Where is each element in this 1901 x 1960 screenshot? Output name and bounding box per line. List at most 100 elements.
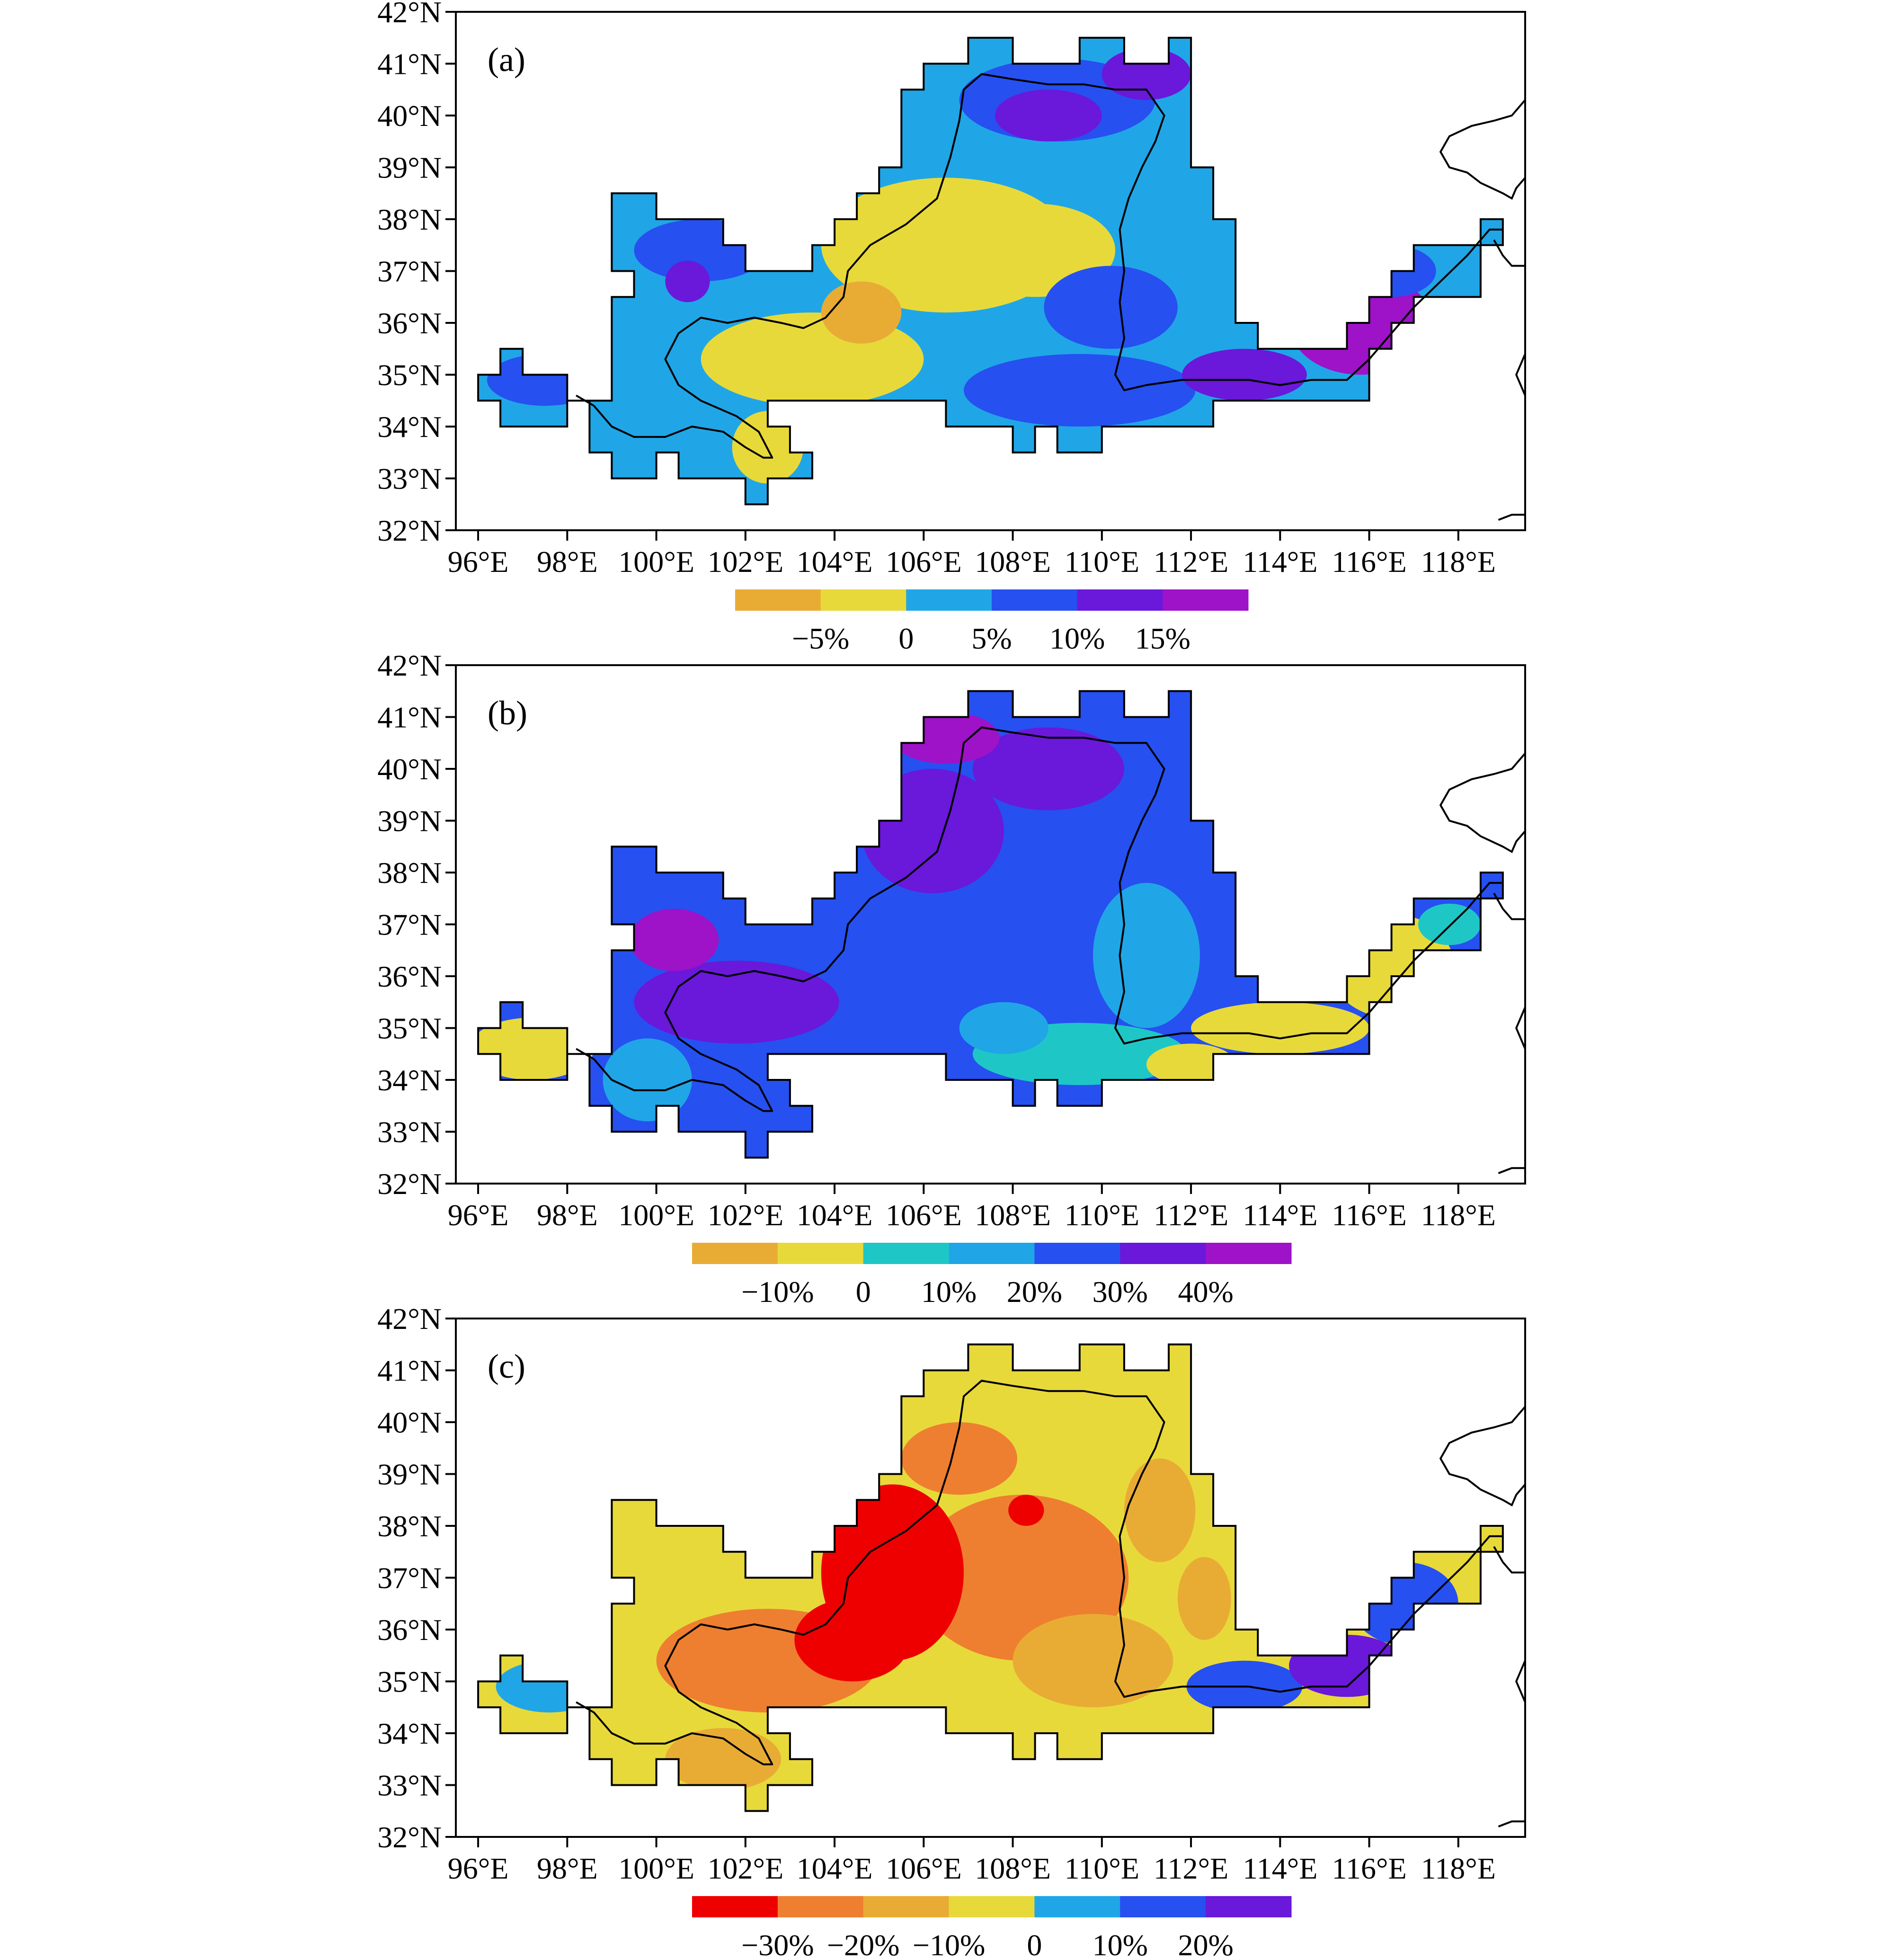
lat-tick-label: 42°N [377, 649, 442, 682]
yellow-river-line [576, 73, 1503, 459]
lon-tick-label: 112°E [1154, 1852, 1228, 1885]
coastline-segment-3 [1498, 1820, 1525, 1827]
coastline-segment-0 [1439, 752, 1525, 854]
value-patch-4 [794, 1598, 911, 1682]
lon-tick-label: 112°E [1154, 545, 1228, 579]
colorbar-swatch [863, 1896, 950, 1917]
colorbar-label: 5% [971, 622, 1012, 655]
basin-outline [477, 1343, 1504, 1812]
lon-tick-label: 102°E [707, 545, 783, 579]
lat-tick-label: 36°N [377, 960, 442, 993]
value-patch-6 [1044, 266, 1178, 349]
coastline-segment-1 [1493, 239, 1525, 267]
colorbar-swatch [735, 589, 821, 611]
colorbar-swatch [992, 589, 1078, 611]
value-patch-10 [487, 354, 603, 406]
coastline [1439, 752, 1525, 1174]
colorbar-swatch [1163, 589, 1249, 611]
lon-tick-label: 116°E [1332, 1198, 1406, 1232]
colorbar-label: 0 [1027, 1928, 1042, 1960]
colorbar-swatch [777, 1243, 864, 1264]
lon-tick-label: 96°E [448, 1852, 509, 1885]
colorbar-swatch [1206, 1896, 1292, 1917]
lat-tick-label: 40°N [377, 99, 442, 133]
value-patch-4 [821, 281, 902, 344]
basin-outline [477, 690, 1504, 1159]
coastline-segment-3 [1498, 1167, 1525, 1174]
lat-tick-label: 39°N [377, 151, 442, 185]
colorbar-swatch [1120, 1243, 1206, 1264]
lat-tick-label: 41°N [377, 47, 442, 81]
colorbar-label: 10% [1049, 622, 1105, 655]
value-patch-9 [665, 1728, 782, 1791]
value-patch-12 [665, 260, 710, 303]
colorbar-label: 0 [898, 622, 914, 655]
colorbar-swatch [777, 1896, 864, 1917]
lon-tick-label: 96°E [448, 1198, 509, 1232]
lon-tick-label: 112°E [1154, 1198, 1228, 1232]
value-patch-1 [630, 909, 719, 971]
coastline [1439, 1406, 1525, 1827]
value-patch-6 [1013, 1614, 1173, 1708]
lat-tick-label: 36°N [377, 1613, 442, 1647]
lon-tick-label: 116°E [1332, 545, 1406, 579]
lat-tick-label: 35°N [377, 1665, 442, 1699]
value-patch-4 [892, 712, 1000, 764]
value-patch-5 [1008, 1495, 1044, 1526]
value-patch-10 [496, 1660, 603, 1713]
lat-tick-label: 42°N [377, 1302, 442, 1336]
colorbar-swatch [1206, 1243, 1292, 1264]
lon-tick-label: 100°E [618, 1198, 694, 1232]
lat-tick-label: 34°N [377, 410, 442, 444]
value-patch-0 [634, 961, 839, 1044]
lat-tick-label: 35°N [377, 358, 442, 392]
value-patch-9 [1102, 48, 1191, 100]
colorbar-swatch [692, 1896, 778, 1917]
lon-tick-label: 98°E [537, 1198, 598, 1232]
colorbar-swatch [949, 1896, 1035, 1917]
lon-tick-label: 110°E [1065, 545, 1139, 579]
lon-tick-label: 96°E [448, 545, 509, 579]
colorbar-c: −30% −20% −10% 0 10% 20% [692, 1896, 1292, 1960]
colorbar-label: −5% [792, 622, 849, 655]
lat-tick-label: 40°N [377, 1406, 442, 1439]
lat-tick-label: 39°N [377, 804, 442, 838]
lat-tick-label: 32°N [377, 1820, 442, 1854]
value-field [496, 1422, 1458, 1791]
lon-tick-label: 102°E [707, 1198, 783, 1232]
colorbar-label: −30% [741, 1928, 814, 1960]
lat-tick-label: 38°N [377, 856, 442, 890]
value-patch-7 [1124, 1458, 1196, 1562]
map-panel-a: 42°N 41°N 40°N 39°N 38°N 37°N 36°N 35°N 34°N 33°N… [377, 0, 1526, 655]
colorbar-a: −5% 0 5% 10% 15% [735, 589, 1249, 655]
lon-tick-label: 100°E [618, 545, 694, 579]
lat-tick-label: 41°N [377, 701, 442, 734]
lon-tick-label: 98°E [537, 1852, 598, 1885]
lon-tick-label: 114°E [1243, 1198, 1317, 1232]
value-patch-6 [1093, 882, 1200, 1028]
colorbar-label: 15% [1135, 622, 1190, 655]
value-patch-7 [959, 1002, 1048, 1054]
colorbar-swatch [1120, 1896, 1206, 1917]
lon-tick-label: 104°E [797, 545, 873, 579]
lon-tick-label: 116°E [1332, 1852, 1406, 1885]
lat-tick-label: 41°N [377, 1354, 442, 1388]
lon-tick-label: 118°E [1421, 1852, 1496, 1885]
value-patch-5 [964, 354, 1196, 427]
panel-label: (a) [488, 41, 525, 79]
colorbar-label: −10% [741, 1275, 814, 1309]
lon-tick-label: 118°E [1421, 1198, 1496, 1232]
value-patch-3 [972, 727, 1124, 811]
colorbar-label: 40% [1178, 1275, 1233, 1309]
lon-tick-label: 108°E [975, 1852, 1051, 1885]
coastline-segment-2 [1515, 1660, 1525, 1703]
colorbar-label: −20% [827, 1928, 899, 1960]
coastline-segment-0 [1439, 1406, 1525, 1507]
lon-tick-label: 114°E [1243, 1852, 1317, 1885]
map-panel-c: 42°N 41°N 40°N 39°N 38°N 37°N 36°N 35°N 34°N 33°N… [377, 1302, 1526, 1960]
lon-tick-label: 108°E [975, 1198, 1051, 1232]
value-patch-13 [1146, 1043, 1236, 1085]
coastline-segment-3 [1498, 514, 1525, 521]
map-panel-b: 42°N 41°N 40°N 39°N 38°N 37°N 36°N 35°N 34°N 33°N… [377, 649, 1526, 1309]
